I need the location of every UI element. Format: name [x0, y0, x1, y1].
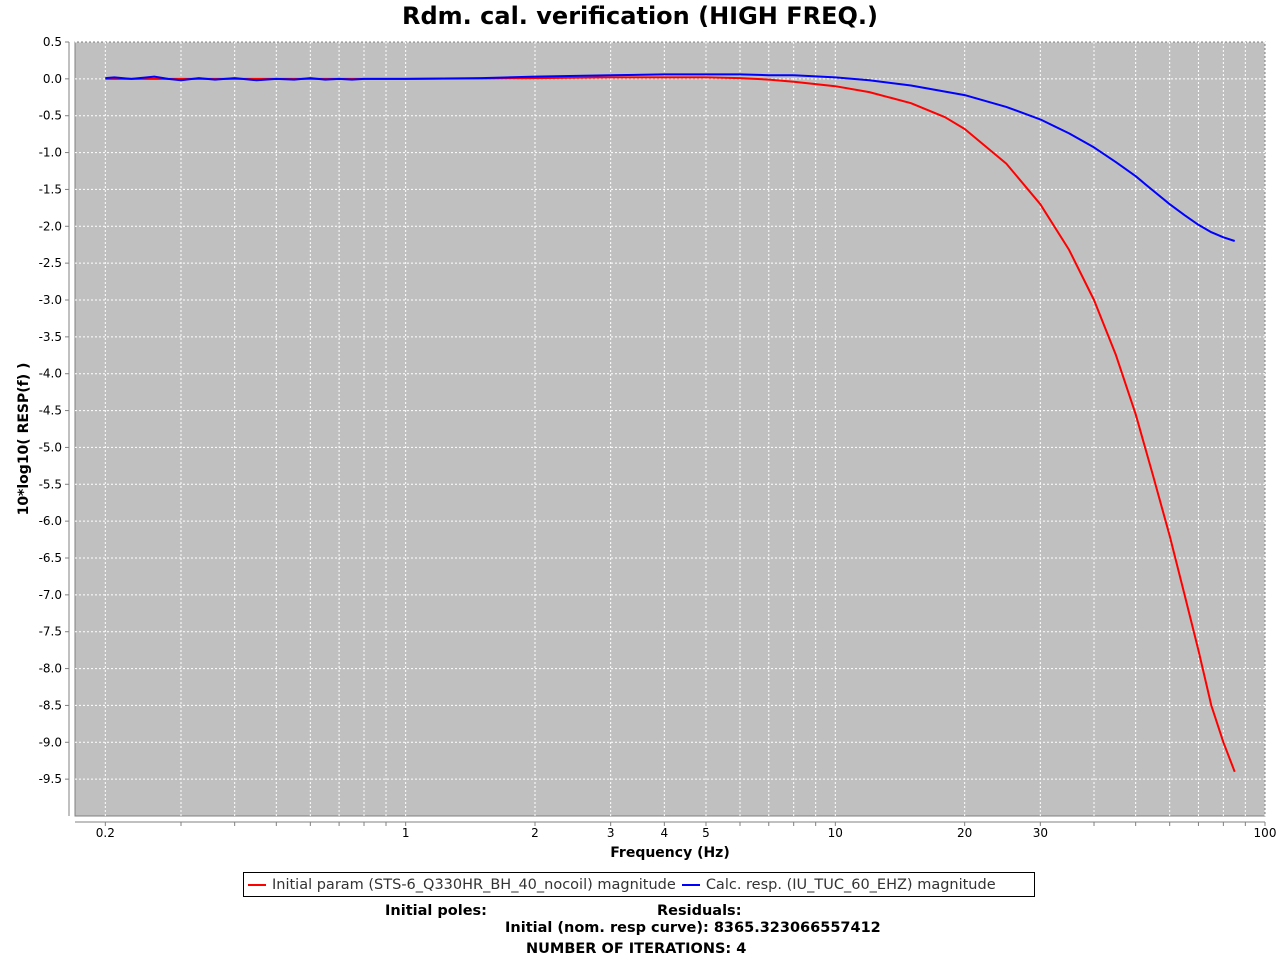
- y-tick-label: -9.5: [39, 772, 62, 786]
- y-tick-label: -5.5: [39, 477, 62, 491]
- plot-area: [74, 41, 1266, 817]
- legend-swatch-blue: [681, 883, 700, 886]
- x-tick-label: 100: [1254, 826, 1277, 840]
- y-axis-label: 10*log10( RESP(f) ): [16, 363, 32, 516]
- series-layer: [105, 73, 1236, 773]
- y-axis-ticks: 0.5 0.0 -0.5 -1.0 -1.5 -2.0 -2.5 -3.0 -3.5 -4.0 -4…: [39, 35, 69, 786]
- initial-poles-label: Initial poles:: [385, 903, 487, 919]
- y-tick-label: -6.5: [39, 551, 62, 565]
- x-axis-label: Frequency (Hz): [610, 845, 729, 861]
- y-tick-label: -5.0: [39, 440, 62, 454]
- y-tick-label: 0.5: [43, 35, 62, 49]
- x-tick-label: 0.2: [96, 826, 115, 840]
- iterations-count: NUMBER OF ITERATIONS: 4: [526, 941, 747, 957]
- legend: Initial param (STS-6_Q330HR_BH_40_nocoil…: [243, 872, 1035, 897]
- x-tick-label: 20: [957, 826, 972, 840]
- residual-initial-value: Initial (nom. resp curve): 8365.32306655…: [505, 920, 881, 936]
- x-tick-label: 1: [402, 826, 410, 840]
- series-line-initial-param: [105, 76, 1236, 773]
- legend-item-initial: Initial param (STS-6_Q330HR_BH_40_nocoil…: [248, 877, 676, 893]
- legend-item-calc: Calc. resp. (IU_TUC_60_EHZ) magnitude: [681, 876, 996, 893]
- y-tick-label: -1.0: [39, 146, 62, 160]
- y-tick-label: -0.5: [39, 109, 62, 123]
- x-tick-label: 3: [607, 826, 615, 840]
- legend-label-initial: Initial param (STS-6_Q330HR_BH_40_nocoil…: [272, 876, 676, 893]
- series-line-calc-resp: [105, 73, 1236, 242]
- y-tick-label: -3.5: [39, 330, 62, 344]
- y-tick-label: -7.0: [39, 588, 62, 602]
- x-tick-label: 4: [661, 826, 669, 840]
- residuals-label: Residuals:: [657, 903, 742, 919]
- y-tick-label: -4.5: [39, 404, 62, 418]
- y-tick-label: -1.5: [39, 182, 62, 196]
- y-tick-label: -7.5: [39, 625, 62, 639]
- y-tick-label: -8.0: [39, 662, 62, 676]
- y-tick-label: -8.5: [39, 698, 62, 712]
- y-tick-label: 0.0: [43, 72, 62, 86]
- y-tick-label: -2.5: [39, 256, 62, 270]
- y-tick-label: -2.0: [39, 219, 62, 233]
- x-tick-label: 2: [531, 826, 539, 840]
- x-tick-label: 5: [702, 826, 710, 840]
- x-axis-ticks: 0.2 1 2 3 4 5 10 20 30 100: [96, 822, 1277, 840]
- x-tick-label: 10: [828, 826, 843, 840]
- y-tick-label: -4.0: [39, 367, 62, 381]
- chart-title: Rdm. cal. verification (HIGH FREQ.): [402, 2, 878, 30]
- legend-swatch-red: [248, 883, 266, 886]
- y-tick-label: -9.0: [39, 735, 62, 749]
- x-tick-label: 30: [1033, 826, 1048, 840]
- y-tick-label: -3.0: [39, 293, 62, 307]
- grid: [75, 41, 1266, 816]
- y-tick-label: -6.0: [39, 514, 62, 528]
- legend-label-calc: Calc. resp. (IU_TUC_60_EHZ) magnitude: [705, 876, 996, 893]
